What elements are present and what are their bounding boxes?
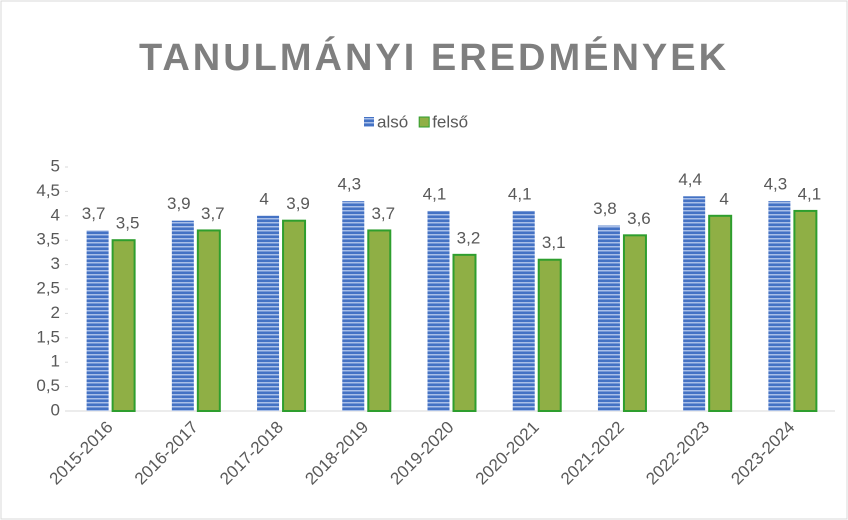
- bar: [683, 196, 706, 411]
- y-tick-label: 4: [51, 205, 60, 224]
- value-label: 4,1: [798, 184, 822, 203]
- bar: [452, 253, 477, 412]
- bar: [171, 220, 194, 411]
- y-tick-label: 1,5: [36, 327, 60, 346]
- value-label: 3,9: [167, 194, 191, 213]
- bar: [708, 214, 733, 412]
- bar: [257, 215, 280, 411]
- bar: [196, 229, 221, 412]
- bar: [367, 229, 392, 412]
- value-label: 4,3: [764, 175, 788, 194]
- value-label: 3,2: [457, 228, 481, 247]
- y-tick-label: 0: [51, 400, 60, 419]
- bar: [768, 201, 791, 411]
- y-tick-label: 2: [51, 303, 60, 322]
- y-tick-label: 1: [51, 352, 60, 371]
- y-tick-label: 0,5: [36, 376, 60, 395]
- y-tick-label: 5: [51, 156, 60, 175]
- y-tick-label: 4,5: [36, 181, 60, 200]
- value-label: 4,1: [423, 184, 447, 203]
- value-label: 3,5: [116, 214, 140, 233]
- y-tick-label: 3: [51, 254, 60, 273]
- value-label: 3,8: [593, 199, 617, 218]
- bar: [537, 258, 562, 412]
- bar: [342, 201, 365, 411]
- value-label: 4: [259, 189, 268, 208]
- bar: [111, 239, 136, 412]
- value-label: 4,3: [337, 175, 361, 194]
- legend-swatch: [418, 116, 430, 128]
- value-label: 3,7: [371, 204, 395, 223]
- value-label: 3,1: [542, 233, 566, 252]
- value-label: 3,7: [201, 204, 225, 223]
- bar: [793, 209, 818, 412]
- y-tick-label: 2,5: [36, 278, 60, 297]
- bar: [282, 219, 307, 412]
- bar: [86, 230, 109, 411]
- bar: [597, 225, 620, 411]
- chart-title: TANULMÁNYI EREDMÉNYEK: [139, 35, 729, 79]
- value-label: 3,7: [82, 204, 106, 223]
- bar: [512, 210, 535, 411]
- legend-swatch: [364, 117, 374, 127]
- bar: [622, 234, 647, 412]
- value-label: 3,9: [286, 194, 310, 213]
- value-label: 4,4: [678, 170, 702, 189]
- value-label: 4: [719, 189, 728, 208]
- bar: [427, 210, 450, 411]
- legend-label: felső: [432, 112, 468, 131]
- value-label: 4,1: [508, 184, 532, 203]
- legend-label: alsó: [377, 112, 408, 131]
- value-label: 3,6: [627, 209, 651, 228]
- y-tick-label: 3,5: [36, 230, 60, 249]
